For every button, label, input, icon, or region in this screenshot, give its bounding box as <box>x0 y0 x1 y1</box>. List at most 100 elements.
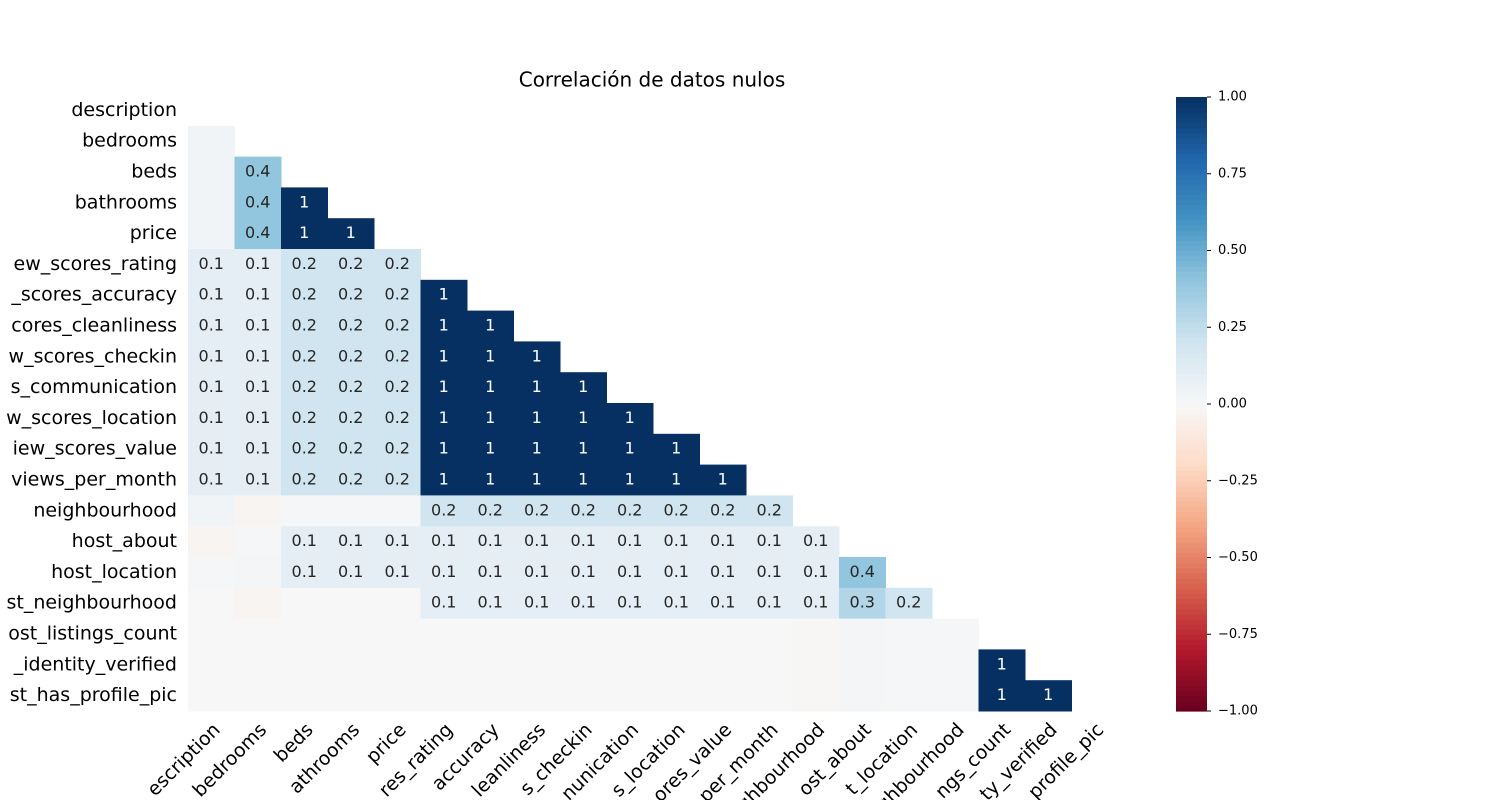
cell <box>653 495 700 527</box>
row-label: views_per_month <box>11 469 177 491</box>
colorbar-segment <box>1176 342 1207 349</box>
row-label: iew_scores_value <box>13 438 177 460</box>
cell <box>327 618 375 650</box>
cell <box>281 218 328 250</box>
cell-label: 0.1 <box>338 562 363 581</box>
colorbar-segment <box>1176 255 1207 262</box>
cell <box>560 649 607 681</box>
cell <box>374 433 421 466</box>
colorbar-segment <box>1176 337 1207 344</box>
colorbar-segment <box>1176 460 1207 466</box>
colorbar-segment <box>1176 480 1207 487</box>
colorbar-segment <box>1176 265 1207 272</box>
cell <box>653 557 700 589</box>
cell <box>513 680 561 712</box>
colorbar-segment <box>1176 332 1207 339</box>
cell <box>281 433 328 466</box>
cell <box>374 557 421 589</box>
row-label: ost_listings_count <box>8 623 177 645</box>
colorbar-segment <box>1176 194 1207 200</box>
cell <box>327 557 375 589</box>
cell-label: 0.1 <box>757 562 782 581</box>
colorbar-segment <box>1176 593 1207 600</box>
colorbar-segment <box>1176 291 1207 298</box>
colorbar-segment <box>1176 178 1207 185</box>
cell-label: 0.1 <box>245 285 270 304</box>
cell-label: 1 <box>671 470 681 489</box>
cell-label: 1 <box>485 408 495 427</box>
colorbar-segment <box>1176 143 1207 149</box>
cell <box>420 464 468 496</box>
cell <box>374 341 421 373</box>
colorbar-segment <box>1176 204 1207 211</box>
cell-label: 1 <box>299 192 309 211</box>
cell <box>374 587 421 620</box>
colorbar-segment <box>1176 670 1207 676</box>
colorbar-segment <box>1176 588 1207 594</box>
cell <box>234 341 282 373</box>
colorbar-segment <box>1176 219 1207 226</box>
cell <box>281 372 328 404</box>
cell-label: 0.2 <box>338 408 363 427</box>
colorbar-segment <box>1176 112 1207 119</box>
cell <box>746 526 793 558</box>
cell-label: 0.2 <box>571 500 596 519</box>
cell <box>374 310 421 342</box>
cell <box>281 464 328 496</box>
colorbar-segment <box>1176 552 1207 559</box>
colorbar-segment <box>1176 127 1207 134</box>
cell-label: 0.1 <box>478 531 503 550</box>
colorbar-segment <box>1176 286 1207 293</box>
colorbar-segment <box>1176 424 1207 431</box>
colorbar-segment <box>1176 148 1207 154</box>
cell <box>374 372 421 404</box>
cell <box>234 618 282 650</box>
cell <box>699 557 747 589</box>
cell-label: 0.1 <box>245 470 270 489</box>
cell-label: 0.2 <box>292 346 317 365</box>
cell-label: 1 <box>578 377 588 396</box>
cell <box>467 372 514 404</box>
colorbar-segment <box>1176 137 1207 144</box>
cell-label: 0.2 <box>385 470 410 489</box>
cell-label: 0.2 <box>338 316 363 335</box>
colorbar-segment <box>1176 102 1207 108</box>
cell-label: 0.2 <box>338 346 363 365</box>
cell-label: 1 <box>532 408 542 427</box>
cell <box>188 187 235 219</box>
colorbar-tick-label: 0.25 <box>1218 320 1247 335</box>
cell-label: 0.2 <box>617 500 642 519</box>
colorbar-segment <box>1176 224 1207 231</box>
cell-label: 0.1 <box>431 531 456 550</box>
cell <box>606 618 654 650</box>
cell <box>327 680 375 712</box>
cell-label: 0.1 <box>571 593 596 612</box>
cell-label: 1 <box>671 439 681 458</box>
cell <box>234 403 282 435</box>
colorbar-segment <box>1176 199 1207 206</box>
colorbar-segment <box>1176 496 1207 502</box>
cell-label: 1 <box>439 346 449 365</box>
row-label: st_neighbourhood <box>6 592 177 614</box>
cell-label: 0.1 <box>199 408 224 427</box>
cell-label: 0.2 <box>710 500 735 519</box>
cell <box>281 249 328 281</box>
colorbar-segment <box>1176 557 1207 564</box>
colorbar-segment <box>1176 327 1207 333</box>
cell <box>327 249 375 281</box>
cell-label: 0.2 <box>757 500 782 519</box>
cell <box>839 680 886 712</box>
cell <box>606 526 654 558</box>
cell-label: 1 <box>997 654 1007 673</box>
colorbar-segment <box>1176 404 1207 410</box>
cell-label: 0.2 <box>524 500 549 519</box>
row-label: w_scores_checkin <box>9 345 177 367</box>
colorbar-segment <box>1176 629 1207 635</box>
colorbar-segment <box>1176 634 1207 640</box>
cell <box>513 587 561 620</box>
cell-label: 0.2 <box>338 470 363 489</box>
cell <box>188 433 235 466</box>
cell <box>792 587 840 620</box>
cell-label: 1 <box>625 439 635 458</box>
cell <box>839 557 886 589</box>
